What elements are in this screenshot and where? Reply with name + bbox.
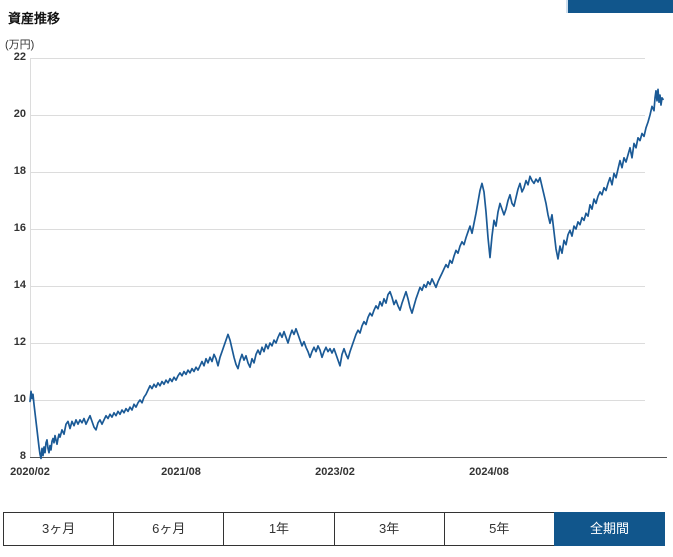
y-axis-tick-label: 8: [19, 450, 26, 462]
y-axis-tick-label: 20: [13, 108, 26, 120]
period-button-all[interactable]: 全期間: [553, 512, 666, 546]
period-button-1y[interactable]: 1年: [223, 512, 335, 546]
period-button-3y[interactable]: 3年: [333, 512, 445, 546]
x-axis-tick-label: 2024/08: [469, 466, 509, 478]
x-axis-tick-label: 2020/02: [10, 466, 50, 478]
period-selector: 3ヶ月 6ヶ月 1年 3年 5年 全期間: [3, 512, 666, 546]
partial-top-right-button[interactable]: [566, 0, 673, 13]
y-axis-tick-label: 12: [13, 336, 26, 348]
chart-title: 資産推移: [8, 11, 61, 26]
y-axis-tick-label: 22: [13, 51, 26, 63]
x-axis-tick-label: 2023/02: [315, 466, 355, 478]
period-button-6m[interactable]: 6ヶ月: [113, 512, 225, 546]
period-button-5y[interactable]: 5年: [443, 512, 555, 546]
x-axis-tick-label: 2021/08: [161, 466, 201, 478]
y-axis-tick-label: 16: [13, 222, 26, 234]
y-axis-tick-label: 14: [13, 279, 26, 291]
period-button-3m[interactable]: 3ヶ月: [3, 512, 115, 546]
y-axis-unit-label: (万円): [5, 39, 35, 51]
y-axis-tick-label: 18: [13, 165, 26, 177]
y-axis-tick-label: 10: [13, 393, 26, 405]
